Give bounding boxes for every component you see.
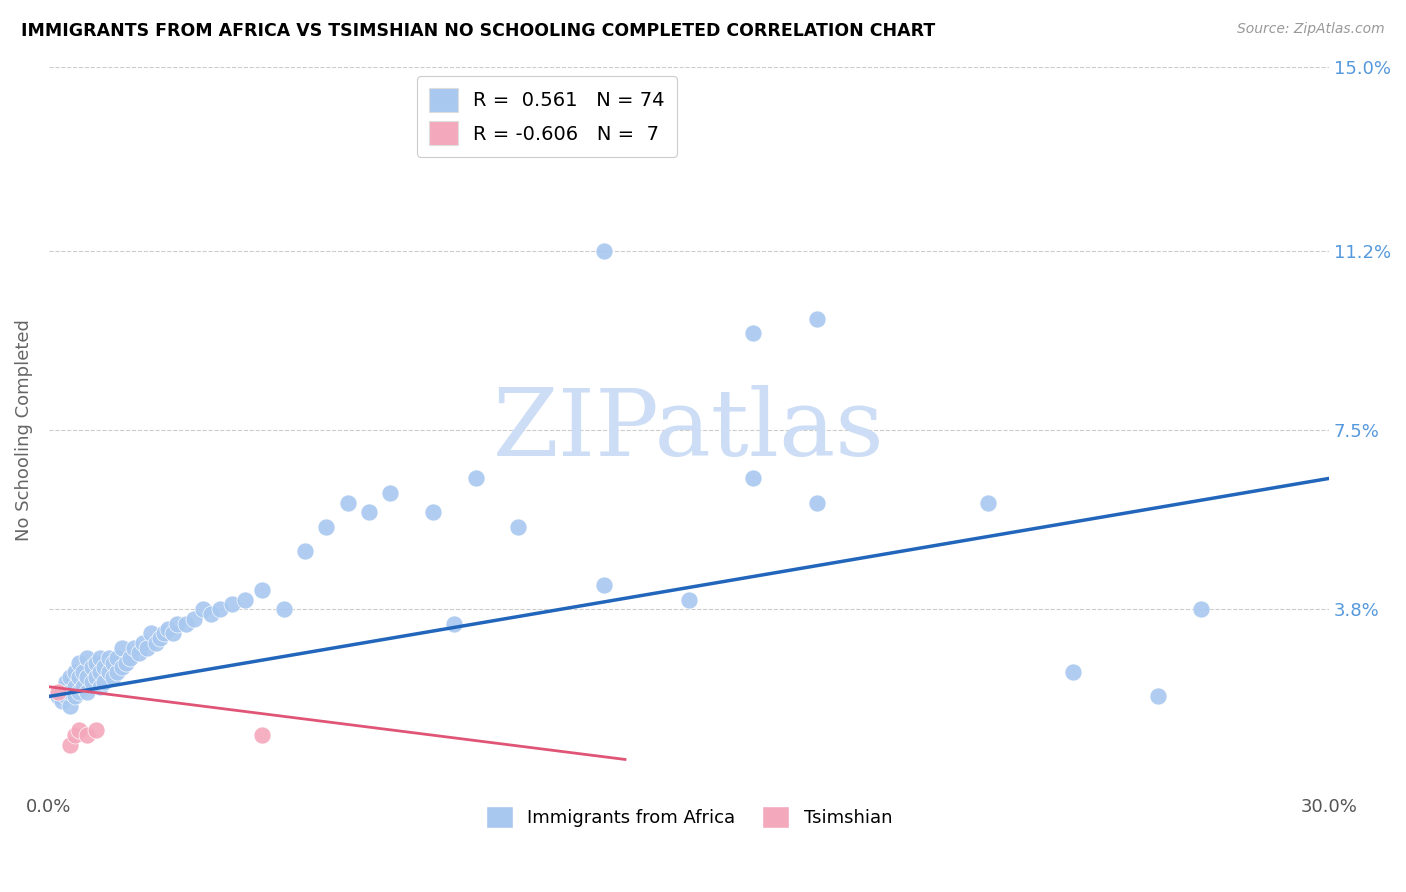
Point	[89, 650, 111, 665]
Point	[157, 622, 180, 636]
Point	[80, 674, 103, 689]
Point	[153, 626, 176, 640]
Point	[128, 646, 150, 660]
Point	[110, 640, 132, 655]
Point	[72, 680, 94, 694]
Point	[76, 670, 98, 684]
Point	[51, 694, 73, 708]
Point	[72, 665, 94, 680]
Point	[84, 656, 107, 670]
Point	[124, 640, 146, 655]
Point	[464, 471, 486, 485]
Legend: Immigrants from Africa, Tsimshian: Immigrants from Africa, Tsimshian	[478, 798, 900, 835]
Point	[1062, 665, 1084, 680]
Point	[252, 728, 274, 742]
Point	[183, 612, 205, 626]
Point	[63, 680, 86, 694]
Point	[200, 607, 222, 621]
Point	[336, 496, 359, 510]
Point	[443, 616, 465, 631]
Point	[46, 690, 69, 704]
Point	[742, 471, 765, 485]
Point	[136, 640, 159, 655]
Text: ZIPatlas: ZIPatlas	[494, 385, 884, 475]
Point	[592, 578, 614, 592]
Point	[357, 505, 380, 519]
Point	[97, 665, 120, 680]
Point	[93, 674, 115, 689]
Point	[59, 670, 82, 684]
Point	[742, 326, 765, 340]
Point	[162, 626, 184, 640]
Point	[233, 592, 256, 607]
Point	[118, 650, 141, 665]
Point	[166, 616, 188, 631]
Point	[55, 674, 77, 689]
Point	[63, 690, 86, 704]
Point	[208, 602, 231, 616]
Point	[252, 582, 274, 597]
Point	[105, 650, 128, 665]
Point	[380, 486, 402, 500]
Point	[67, 656, 90, 670]
Point	[84, 670, 107, 684]
Point	[55, 690, 77, 704]
Point	[97, 650, 120, 665]
Point	[76, 684, 98, 698]
Point	[59, 699, 82, 714]
Point	[89, 680, 111, 694]
Point	[63, 728, 86, 742]
Point	[145, 636, 167, 650]
Point	[76, 728, 98, 742]
Point	[294, 544, 316, 558]
Point	[592, 244, 614, 258]
Point	[46, 684, 69, 698]
Point	[976, 496, 998, 510]
Y-axis label: No Schooling Completed: No Schooling Completed	[15, 319, 32, 541]
Point	[114, 656, 136, 670]
Point	[76, 650, 98, 665]
Point	[1189, 602, 1212, 616]
Point	[93, 660, 115, 674]
Point	[110, 660, 132, 674]
Point	[84, 723, 107, 738]
Point	[149, 632, 172, 646]
Point	[55, 680, 77, 694]
Point	[141, 626, 163, 640]
Point	[59, 738, 82, 752]
Point	[101, 670, 124, 684]
Point	[80, 660, 103, 674]
Point	[174, 616, 197, 631]
Point	[51, 684, 73, 698]
Text: IMMIGRANTS FROM AFRICA VS TSIMSHIAN NO SCHOOLING COMPLETED CORRELATION CHART: IMMIGRANTS FROM AFRICA VS TSIMSHIAN NO S…	[21, 22, 935, 40]
Text: Source: ZipAtlas.com: Source: ZipAtlas.com	[1237, 22, 1385, 37]
Point	[59, 684, 82, 698]
Point	[67, 684, 90, 698]
Point	[422, 505, 444, 519]
Point	[508, 520, 530, 534]
Point	[67, 723, 90, 738]
Point	[89, 665, 111, 680]
Point	[132, 636, 155, 650]
Point	[67, 670, 90, 684]
Point	[806, 496, 828, 510]
Point	[315, 520, 337, 534]
Point	[273, 602, 295, 616]
Point	[105, 665, 128, 680]
Point	[101, 656, 124, 670]
Point	[221, 598, 243, 612]
Point	[63, 665, 86, 680]
Point	[678, 592, 700, 607]
Point	[1147, 690, 1170, 704]
Point	[806, 311, 828, 326]
Point	[191, 602, 214, 616]
